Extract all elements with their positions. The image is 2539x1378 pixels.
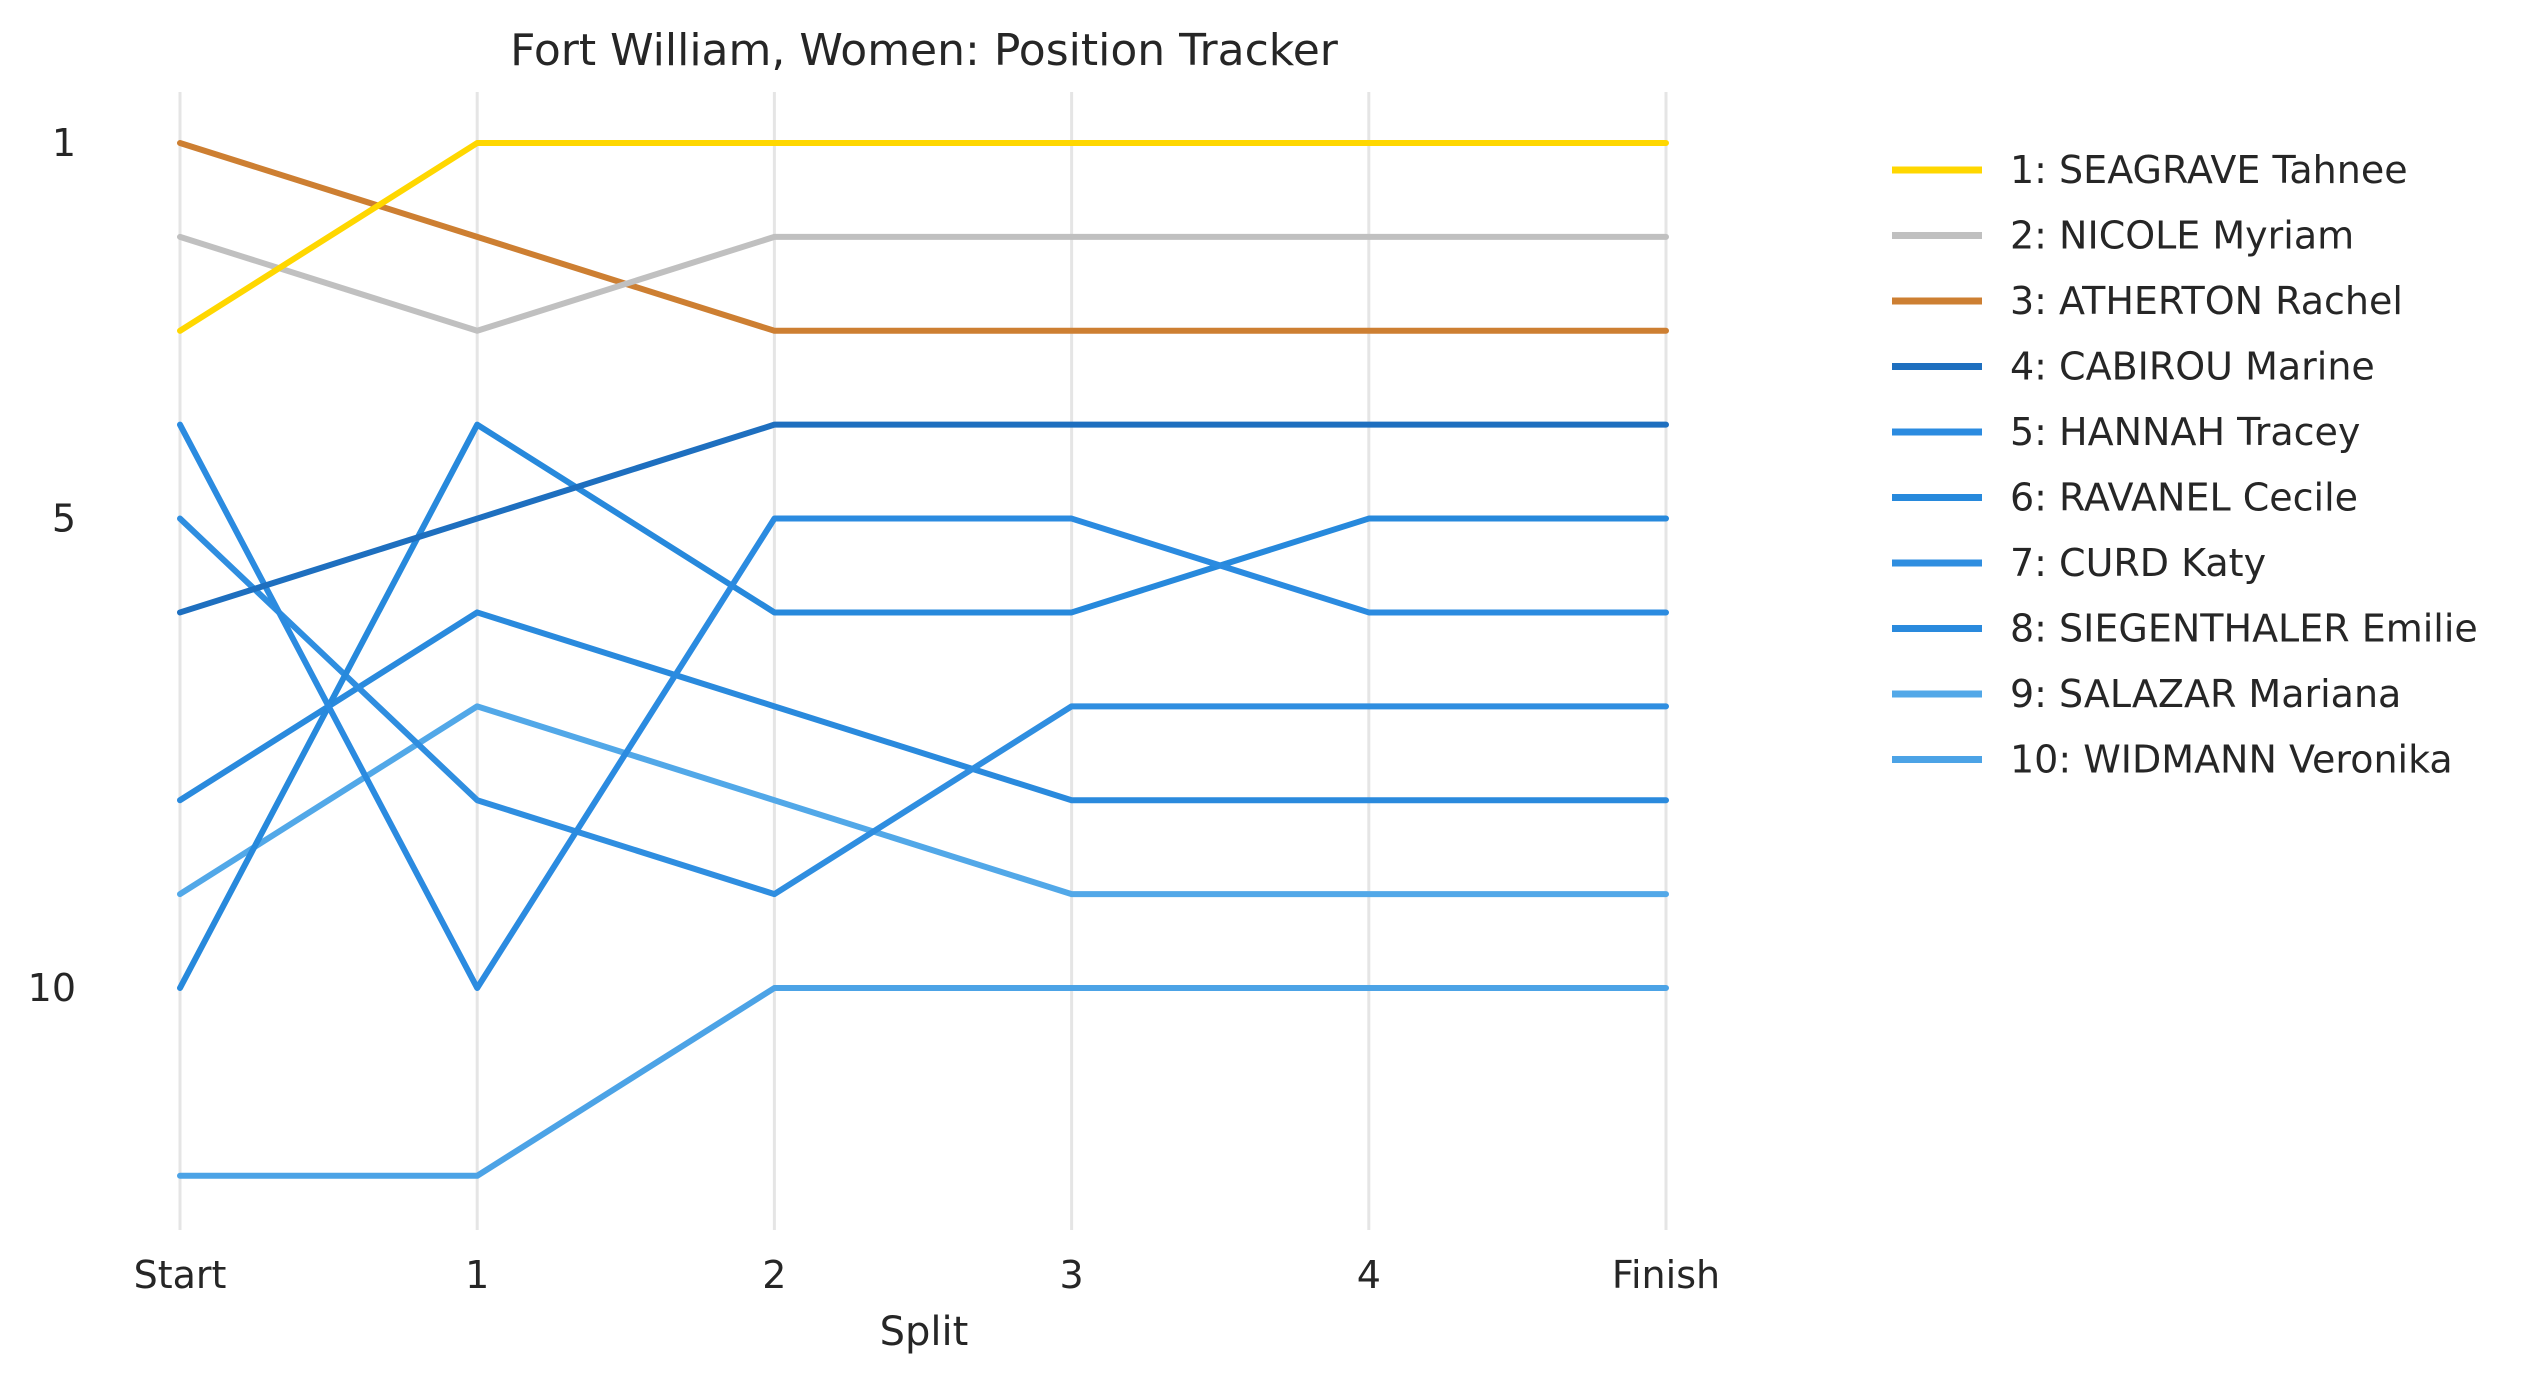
y-tick-1: 1 [52, 121, 76, 165]
series-lines [177, 140, 1669, 1179]
chart-title: Fort William, Women: Position Tracker [510, 25, 1339, 76]
legend-label: 1: SEAGRAVE Tahnee [2010, 148, 2408, 192]
series-line-8-siegenthaler-emilie [177, 609, 1669, 804]
x-tick-3: 3 [1060, 1253, 1084, 1297]
series-line-9-salazar-mariana [177, 703, 1669, 898]
legend-label: 9: SALAZAR Mariana [2010, 672, 2401, 716]
series-line-4-cabirou-marine [177, 421, 1669, 616]
legend-item-6-ravanel-cecile: 6: RAVANEL Cecile [1892, 476, 2358, 520]
x-axis-label: Split [880, 1309, 969, 1355]
legend-item-9-salazar-mariana: 9: SALAZAR Mariana [1892, 672, 2401, 716]
legend-item-2-nicole-myriam: 2: NICOLE Myriam [1892, 214, 2354, 258]
x-tick-1: 1 [465, 1253, 489, 1297]
series-line-3-atherton-rachel [177, 140, 1669, 334]
x-tick-4: 4 [1357, 1253, 1381, 1297]
legend-item-4-cabirou-marine: 4: CABIROU Marine [1892, 345, 2375, 389]
legend-item-1-seagrave-tahnee: 1: SEAGRAVE Tahnee [1892, 148, 2408, 192]
legend-label: 2: NICOLE Myriam [2010, 214, 2354, 258]
series-line-2-nicole-myriam [177, 233, 1669, 334]
legend-label: 8: SIEGENTHALER Emilie [2010, 607, 2478, 651]
x-tick-finish: Finish [1612, 1253, 1720, 1297]
x-tick-2: 2 [762, 1253, 786, 1297]
series-line-7-curd-katy [177, 515, 1669, 898]
legend: 1: SEAGRAVE Tahnee 2: NICOLE Myriam 3: ATH… [1892, 148, 2478, 782]
series-line-1-seagrave-tahnee [177, 140, 1669, 334]
legend-label: 3: ATHERTON Rachel [2010, 279, 2403, 323]
series-line-5-hannah-tracey [177, 421, 1669, 991]
legend-label: 10: WIDMANN Veronika [2010, 738, 2453, 782]
legend-label: 7: CURD Katy [2010, 541, 2266, 585]
legend-label: 5: HANNAH Tracey [2010, 410, 2360, 454]
y-tick-10: 10 [28, 966, 76, 1010]
legend-label: 6: RAVANEL Cecile [2010, 476, 2358, 520]
series-line-6-ravanel-cecile [177, 421, 1669, 991]
legend-item-8-siegenthaler-emilie: 8: SIEGENTHALER Emilie [1892, 607, 2478, 651]
legend-item-3-atherton-rachel: 3: ATHERTON Rachel [1892, 279, 2403, 323]
legend-item-7-curd-katy: 7: CURD Katy [1892, 541, 2266, 585]
y-tick-5: 5 [52, 497, 76, 541]
x-tick-labels: Start 1 2 3 4 Finish [134, 1253, 1721, 1297]
legend-label: 4: CABIROU Marine [2010, 345, 2375, 389]
legend-item-5-hannah-tracey: 5: HANNAH Tracey [1892, 410, 2360, 454]
legend-item-10-widmann-veronika: 10: WIDMANN Veronika [1892, 738, 2453, 782]
series-line-10-widmann-veronika [177, 985, 1669, 1179]
gridlines [178, 92, 1668, 1230]
x-tick-start: Start [134, 1253, 227, 1297]
